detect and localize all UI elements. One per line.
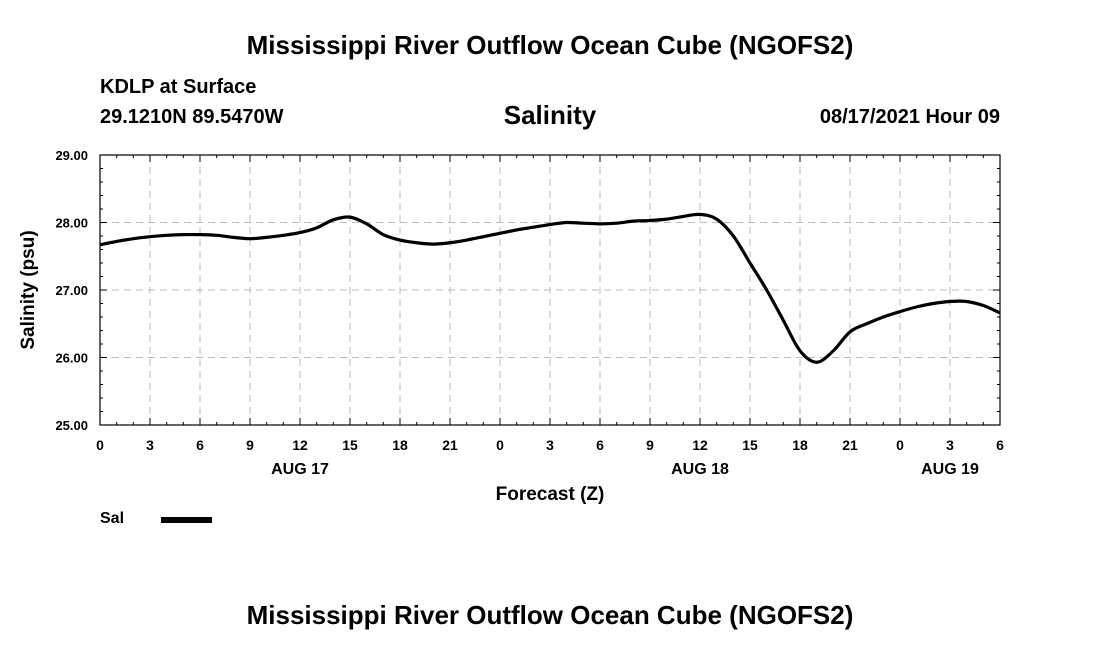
x-tick-label: 12 [692,437,708,453]
x-tick-label: 15 [342,437,358,453]
y-tick-label: 26.00 [55,351,88,366]
station-label: KDLP at Surface [100,76,257,98]
x-date-label: AUG 17 [271,461,329,478]
x-tick-label: 0 [496,437,504,453]
x-date-label: AUG 19 [921,461,979,478]
x-tick-label: 21 [442,437,458,453]
y-tick-label: 25.00 [55,418,88,433]
x-date-label: AUG 18 [671,461,729,478]
x-tick-label: 18 [392,437,408,453]
legend-label: Sal [100,510,125,527]
legend-line-swatch [161,517,212,523]
station-coordinates: 29.1210N 89.5470W [100,106,284,128]
salinity-series-line [99,212,1001,364]
x-tick-label: 6 [596,437,604,453]
x-tick-label: 9 [246,437,254,453]
x-tick-label: 3 [546,437,554,453]
x-tick-label: 12 [292,437,308,453]
x-tick-label: 6 [196,437,204,453]
x-tick-label: 3 [146,437,154,453]
y-axis-title: Salinity (psu) [18,230,39,349]
x-tick-label: 15 [742,437,758,453]
y-tick-label: 27.00 [55,283,88,298]
y-tick-label: 28.00 [55,216,88,231]
x-tick-label: 9 [646,437,654,453]
y-tick-label: 29.00 [55,148,88,163]
x-axis-title: Forecast (Z) [496,484,605,505]
x-tick-label: 6 [996,437,1004,453]
footer-title: Mississippi River Outflow Ocean Cube (NG… [246,600,854,630]
x-tick-label: 21 [842,437,858,453]
x-tick-label: 3 [946,437,954,453]
chart-main-title: Mississippi River Outflow Ocean Cube (NG… [246,30,854,60]
x-tick-label: 0 [896,437,904,453]
x-tick-label: 18 [792,437,808,453]
variable-title: Salinity [503,100,597,130]
x-tick-label: 0 [96,437,104,453]
forecast-datetime: 08/17/2021 Hour 09 [819,106,1000,128]
